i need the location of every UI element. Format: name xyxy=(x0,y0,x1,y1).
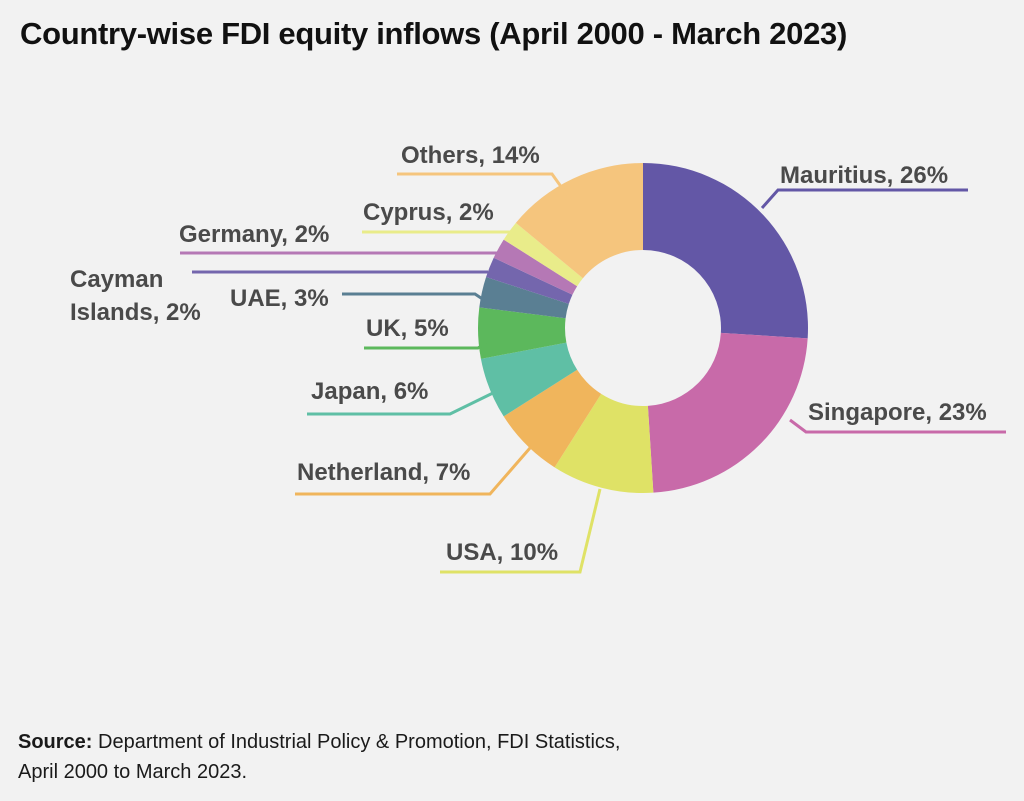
leader-japan xyxy=(307,390,496,416)
slice-uae xyxy=(479,277,569,319)
source-label: Source: xyxy=(18,731,93,753)
slice-germany xyxy=(493,239,578,295)
slice-japan xyxy=(480,342,578,417)
label-cayman-islands-line-2: Islands, 2% xyxy=(70,299,201,326)
slice-netherland xyxy=(503,369,602,468)
slice-mauritius xyxy=(643,163,808,339)
label-uae: UAE, 3% xyxy=(230,285,329,312)
label-singapore: Singapore, 23% xyxy=(808,399,987,426)
source-line-1: Department of Industrial Policy & Promot… xyxy=(98,731,621,753)
donut-slices xyxy=(477,163,808,493)
leader-netherland xyxy=(295,447,532,496)
leader-usa xyxy=(440,488,602,574)
source-note: Source: Department of Industrial Policy … xyxy=(18,727,620,787)
label-cayman-islands-line-1: Cayman xyxy=(70,266,163,293)
slice-others xyxy=(515,163,643,279)
leader-mauritius xyxy=(760,188,968,209)
leader-uk xyxy=(364,341,487,350)
leader-others xyxy=(397,172,569,196)
label-netherland: Netherland, 7% xyxy=(297,459,470,486)
slice-cyprus xyxy=(503,222,583,287)
label-uk: UK, 5% xyxy=(366,315,449,342)
chart-title: Country-wise FDI equity inflows (April 2… xyxy=(20,16,847,51)
label-cyprus: Cyprus, 2% xyxy=(363,199,494,226)
label-mauritius: Mauritius, 26% xyxy=(780,162,948,189)
slice-labels: Mauritius, 26% Singapore, 23% USA, 10% Neth… xyxy=(70,142,987,566)
slice-usa xyxy=(554,393,654,493)
slice-uk xyxy=(477,307,567,359)
leader-singapore xyxy=(789,418,1006,434)
label-germany: Germany, 2% xyxy=(179,221,329,248)
slice-cayman-islands xyxy=(486,257,573,304)
leader-lines xyxy=(180,172,1006,574)
source-line-2: April 2000 to March 2023. xyxy=(18,761,248,783)
label-japan: Japan, 6% xyxy=(311,378,428,405)
leader-uae xyxy=(342,292,485,302)
donut-chart: Mauritius, 26% Singapore, 23% USA, 10% Neth… xyxy=(70,142,1006,574)
slice-singapore xyxy=(647,332,808,493)
label-usa: USA, 10% xyxy=(446,539,558,566)
label-others: Others, 14% xyxy=(401,142,540,169)
